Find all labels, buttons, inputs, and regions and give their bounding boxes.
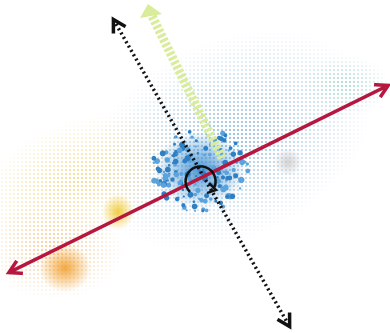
blue-dot xyxy=(227,149,230,152)
blue-dot xyxy=(199,198,202,201)
blue-dot xyxy=(233,141,238,146)
blue-dot xyxy=(193,192,198,197)
blue-dot xyxy=(162,170,166,174)
blue-dot xyxy=(230,151,237,157)
blue-dot xyxy=(185,209,188,212)
blue-dot xyxy=(164,157,170,163)
blue-dot xyxy=(201,209,205,213)
blue-dot xyxy=(194,209,197,212)
blue-dot xyxy=(216,176,219,179)
blue-dot xyxy=(238,187,242,190)
blue-dot xyxy=(173,142,176,146)
blue-dot xyxy=(190,135,194,139)
blue-dot xyxy=(182,195,185,198)
blue-dot xyxy=(217,184,222,188)
blue-dot xyxy=(167,163,171,167)
blue-dot xyxy=(181,203,186,208)
blue-dot xyxy=(228,146,233,150)
blue-dot xyxy=(194,174,198,178)
blue-dot xyxy=(218,136,224,142)
blue-dot xyxy=(164,166,171,173)
blue-dot xyxy=(160,182,167,188)
blue-dot xyxy=(173,171,180,178)
grey-cluster xyxy=(274,148,302,176)
blue-dot xyxy=(245,162,249,166)
red-axis xyxy=(5,82,390,276)
blue-dot xyxy=(162,173,168,178)
blue-dot xyxy=(237,150,243,156)
rotation-arc xyxy=(184,165,217,193)
blue-dot xyxy=(203,145,209,151)
blue-dot xyxy=(191,203,198,210)
blue-dot xyxy=(155,180,160,185)
blue-dot xyxy=(184,155,191,162)
blue-dot xyxy=(225,176,229,180)
blue-dot xyxy=(209,197,213,201)
blue-dot xyxy=(151,155,157,161)
blue-dot xyxy=(224,170,230,176)
blue-dot xyxy=(177,180,183,186)
blue-dot xyxy=(202,198,208,204)
blue-dot xyxy=(174,196,180,202)
blue-dot xyxy=(155,166,161,172)
blue-dot xyxy=(192,200,196,203)
blue-dot xyxy=(194,182,197,186)
blue-dot xyxy=(187,130,192,134)
blue-dot xyxy=(173,135,177,139)
blue-dot xyxy=(204,208,209,213)
blue-dot xyxy=(204,193,210,199)
blue-dot xyxy=(187,191,194,198)
blue-dot xyxy=(152,161,156,165)
blue-dot xyxy=(243,160,247,164)
blue-dot xyxy=(171,154,174,157)
blue-dot xyxy=(202,168,205,171)
green-arrow-head xyxy=(140,4,162,18)
blue-dot xyxy=(220,175,226,180)
blue-dot xyxy=(222,170,226,174)
blue-dot xyxy=(196,151,200,155)
blue-dot xyxy=(181,188,185,192)
blue-dot xyxy=(245,168,251,174)
blue-dot xyxy=(176,147,183,154)
blue-dot xyxy=(159,150,166,157)
blue-dot xyxy=(214,199,218,203)
blue-dot xyxy=(229,193,236,200)
blue-dot xyxy=(172,158,179,165)
blue-dot xyxy=(165,179,168,182)
blue-dot xyxy=(195,187,201,193)
blue-dot xyxy=(225,194,230,199)
rotation-arrow-head xyxy=(206,182,219,195)
blue-dot xyxy=(223,184,229,190)
blue-dot xyxy=(194,139,198,143)
blue-dot xyxy=(231,168,236,173)
blue-dot xyxy=(233,173,239,179)
blue-dot xyxy=(203,153,206,157)
blue-dot xyxy=(194,145,197,148)
blue-dot xyxy=(223,133,228,138)
blue-dot xyxy=(208,152,212,157)
blue-dot xyxy=(170,177,175,182)
blue-dot xyxy=(238,176,245,184)
orange-cluster xyxy=(39,244,91,292)
blue-dot xyxy=(179,171,184,176)
